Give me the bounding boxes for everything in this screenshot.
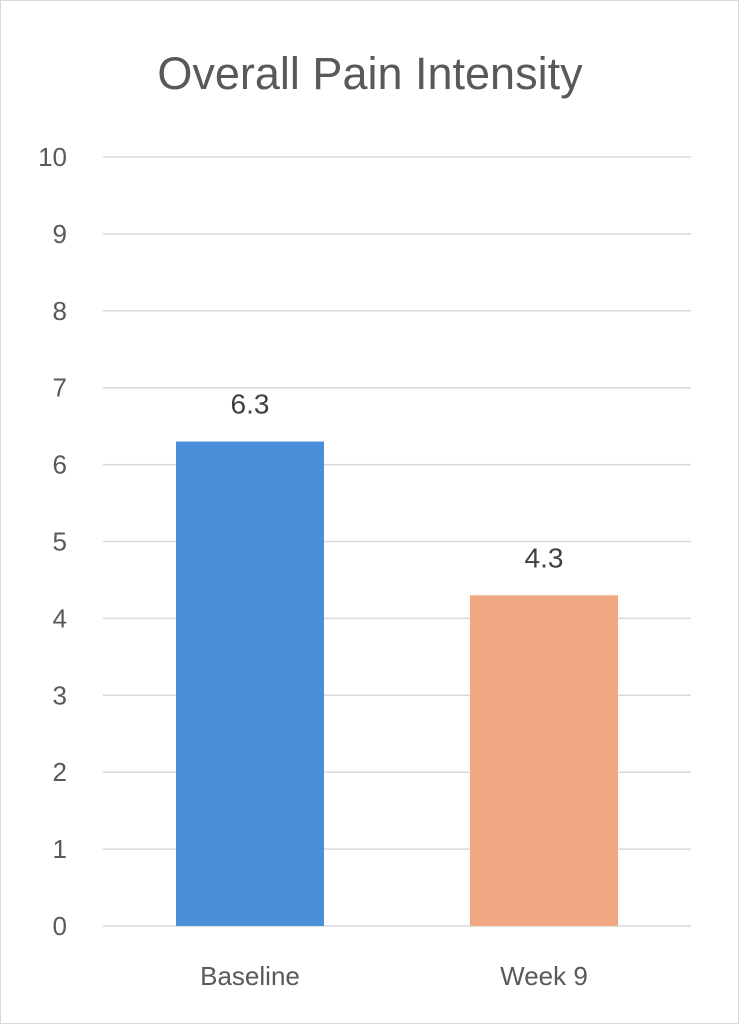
y-tick-label: 4: [53, 603, 67, 633]
y-tick-label: 9: [53, 219, 67, 249]
y-axis-ticks: 0 1 2 3 4 5 6 7 8 9 10: [38, 142, 67, 941]
y-tick-label: 1: [53, 834, 67, 864]
data-labels: 6.3 4.3: [231, 389, 564, 574]
y-tick-label: 2: [53, 757, 67, 787]
y-tick-label: 5: [53, 527, 67, 557]
category-labels: Baseline Week 9: [200, 961, 588, 991]
data-label: 6.3: [231, 389, 270, 420]
category-label: Baseline: [200, 961, 300, 991]
y-tick-label: 10: [38, 142, 67, 172]
y-tick-label: 8: [53, 296, 67, 326]
bars: [176, 441, 618, 926]
y-tick-label: 7: [53, 373, 67, 403]
y-tick-label: 6: [53, 450, 67, 480]
chart-title: Overall Pain Intensity: [157, 48, 583, 99]
bar-week-9: [470, 595, 618, 926]
y-tick-label: 3: [53, 680, 67, 710]
y-tick-label: 0: [53, 911, 67, 941]
bar-baseline: [176, 441, 324, 926]
data-label: 4.3: [525, 542, 564, 573]
category-label: Week 9: [500, 961, 588, 991]
